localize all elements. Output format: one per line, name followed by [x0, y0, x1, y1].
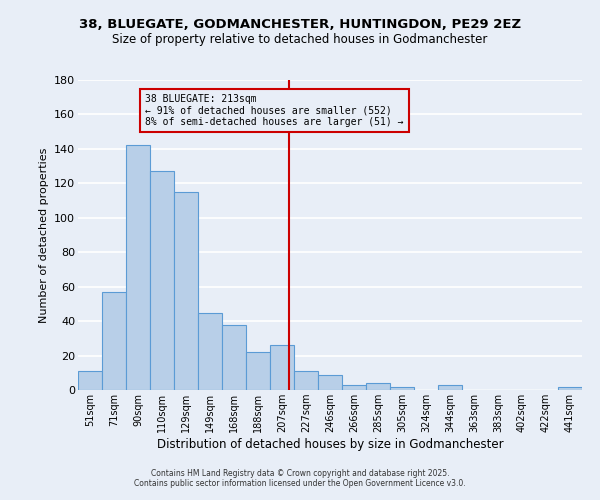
Text: Contains public sector information licensed under the Open Government Licence v3: Contains public sector information licen… [134, 478, 466, 488]
Bar [246, 352, 270, 390]
X-axis label: Distribution of detached houses by size in Godmanchester: Distribution of detached houses by size … [157, 438, 503, 451]
Text: 38 BLUEGATE: 213sqm
← 91% of detached houses are smaller (552)
8% of semi-detach: 38 BLUEGATE: 213sqm ← 91% of detached ho… [145, 94, 404, 127]
Bar [102, 292, 126, 390]
Bar [366, 383, 390, 390]
Text: 38, BLUEGATE, GODMANCHESTER, HUNTINGDON, PE29 2EZ: 38, BLUEGATE, GODMANCHESTER, HUNTINGDON,… [79, 18, 521, 30]
Bar [174, 192, 198, 390]
Bar [390, 386, 414, 390]
Bar [558, 386, 582, 390]
Bar [150, 172, 174, 390]
Bar [342, 385, 366, 390]
Bar [318, 374, 342, 390]
Text: Contains HM Land Registry data © Crown copyright and database right 2025.: Contains HM Land Registry data © Crown c… [151, 468, 449, 477]
Bar [438, 385, 462, 390]
Bar [198, 312, 222, 390]
Bar [270, 345, 294, 390]
Bar [78, 371, 102, 390]
Text: Size of property relative to detached houses in Godmanchester: Size of property relative to detached ho… [112, 32, 488, 46]
Bar [126, 146, 150, 390]
Bar [294, 371, 318, 390]
Bar [222, 324, 246, 390]
Y-axis label: Number of detached properties: Number of detached properties [38, 148, 49, 322]
